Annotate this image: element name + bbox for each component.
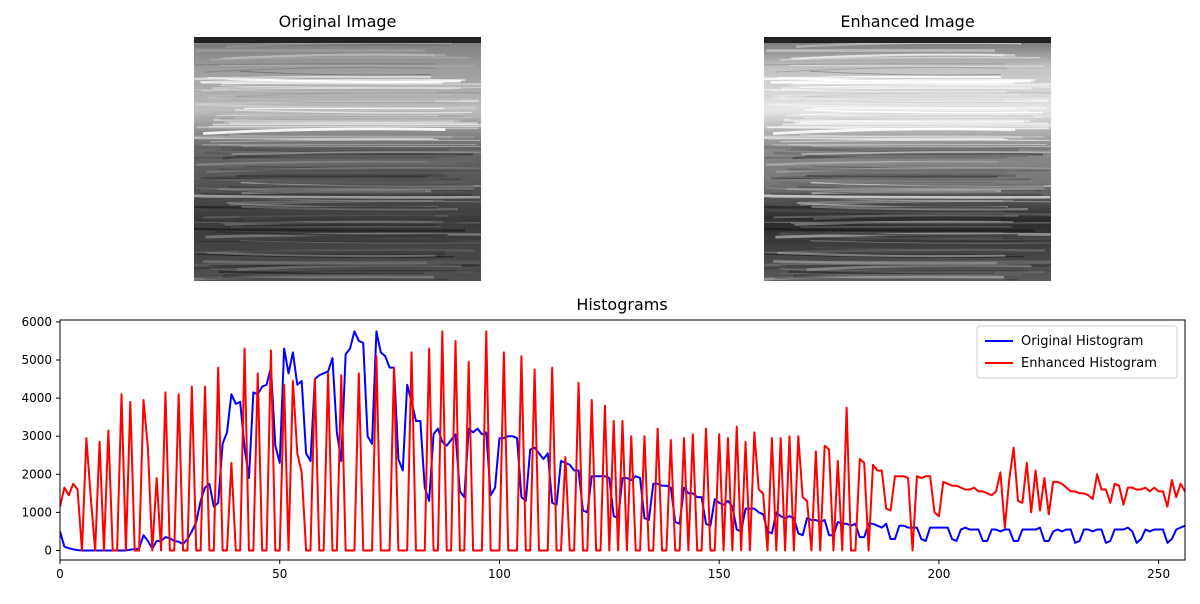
- x-tick-label: 150: [708, 567, 731, 581]
- y-tick-label: 5000: [21, 353, 52, 367]
- original-ultrasound-image: [194, 37, 481, 281]
- x-tick-label: 100: [488, 567, 511, 581]
- legend-label: Enhanced Histogram: [1021, 356, 1157, 371]
- enhanced-image-title: Enhanced Image: [840, 12, 975, 31]
- histogram-chart-svg: Histograms 0 50 100 150 200 250 0 1000 2000 3000 4…: [21, 295, 1186, 581]
- legend-label: Original Histogram: [1021, 334, 1143, 349]
- chart-legend: Original Histogram Enhanced Histogram: [976, 325, 1178, 379]
- x-tick-label: 250: [1147, 567, 1170, 581]
- y-tick-label: 6000: [21, 315, 52, 329]
- enhanced-ultrasound-image: [764, 37, 1051, 281]
- y-tick-label: 3000: [21, 429, 52, 443]
- x-tick-label: 0: [56, 567, 64, 581]
- x-tick-label: 200: [927, 567, 950, 581]
- y-tick-label: 2000: [21, 467, 52, 481]
- series-line-enhanced-histogram: [60, 330, 1185, 552]
- legend-box: [976, 325, 1178, 379]
- x-tick-label: 50: [272, 567, 287, 581]
- original-image-title: Original Image: [278, 12, 397, 31]
- y-tick-label: 1000: [21, 505, 52, 519]
- histogram-chart: Histograms 0 50 100 150 200 250 0 1000 2000 3000 4…: [0, 290, 1200, 600]
- y-tick-label: 4000: [21, 391, 52, 405]
- y-tick-label: 0: [44, 543, 52, 557]
- plot-frame: [59, 319, 1186, 561]
- enhanced-tissue-bands: [764, 37, 1051, 281]
- chart-title: Histograms: [576, 295, 667, 314]
- original-tissue-bands: [194, 37, 481, 281]
